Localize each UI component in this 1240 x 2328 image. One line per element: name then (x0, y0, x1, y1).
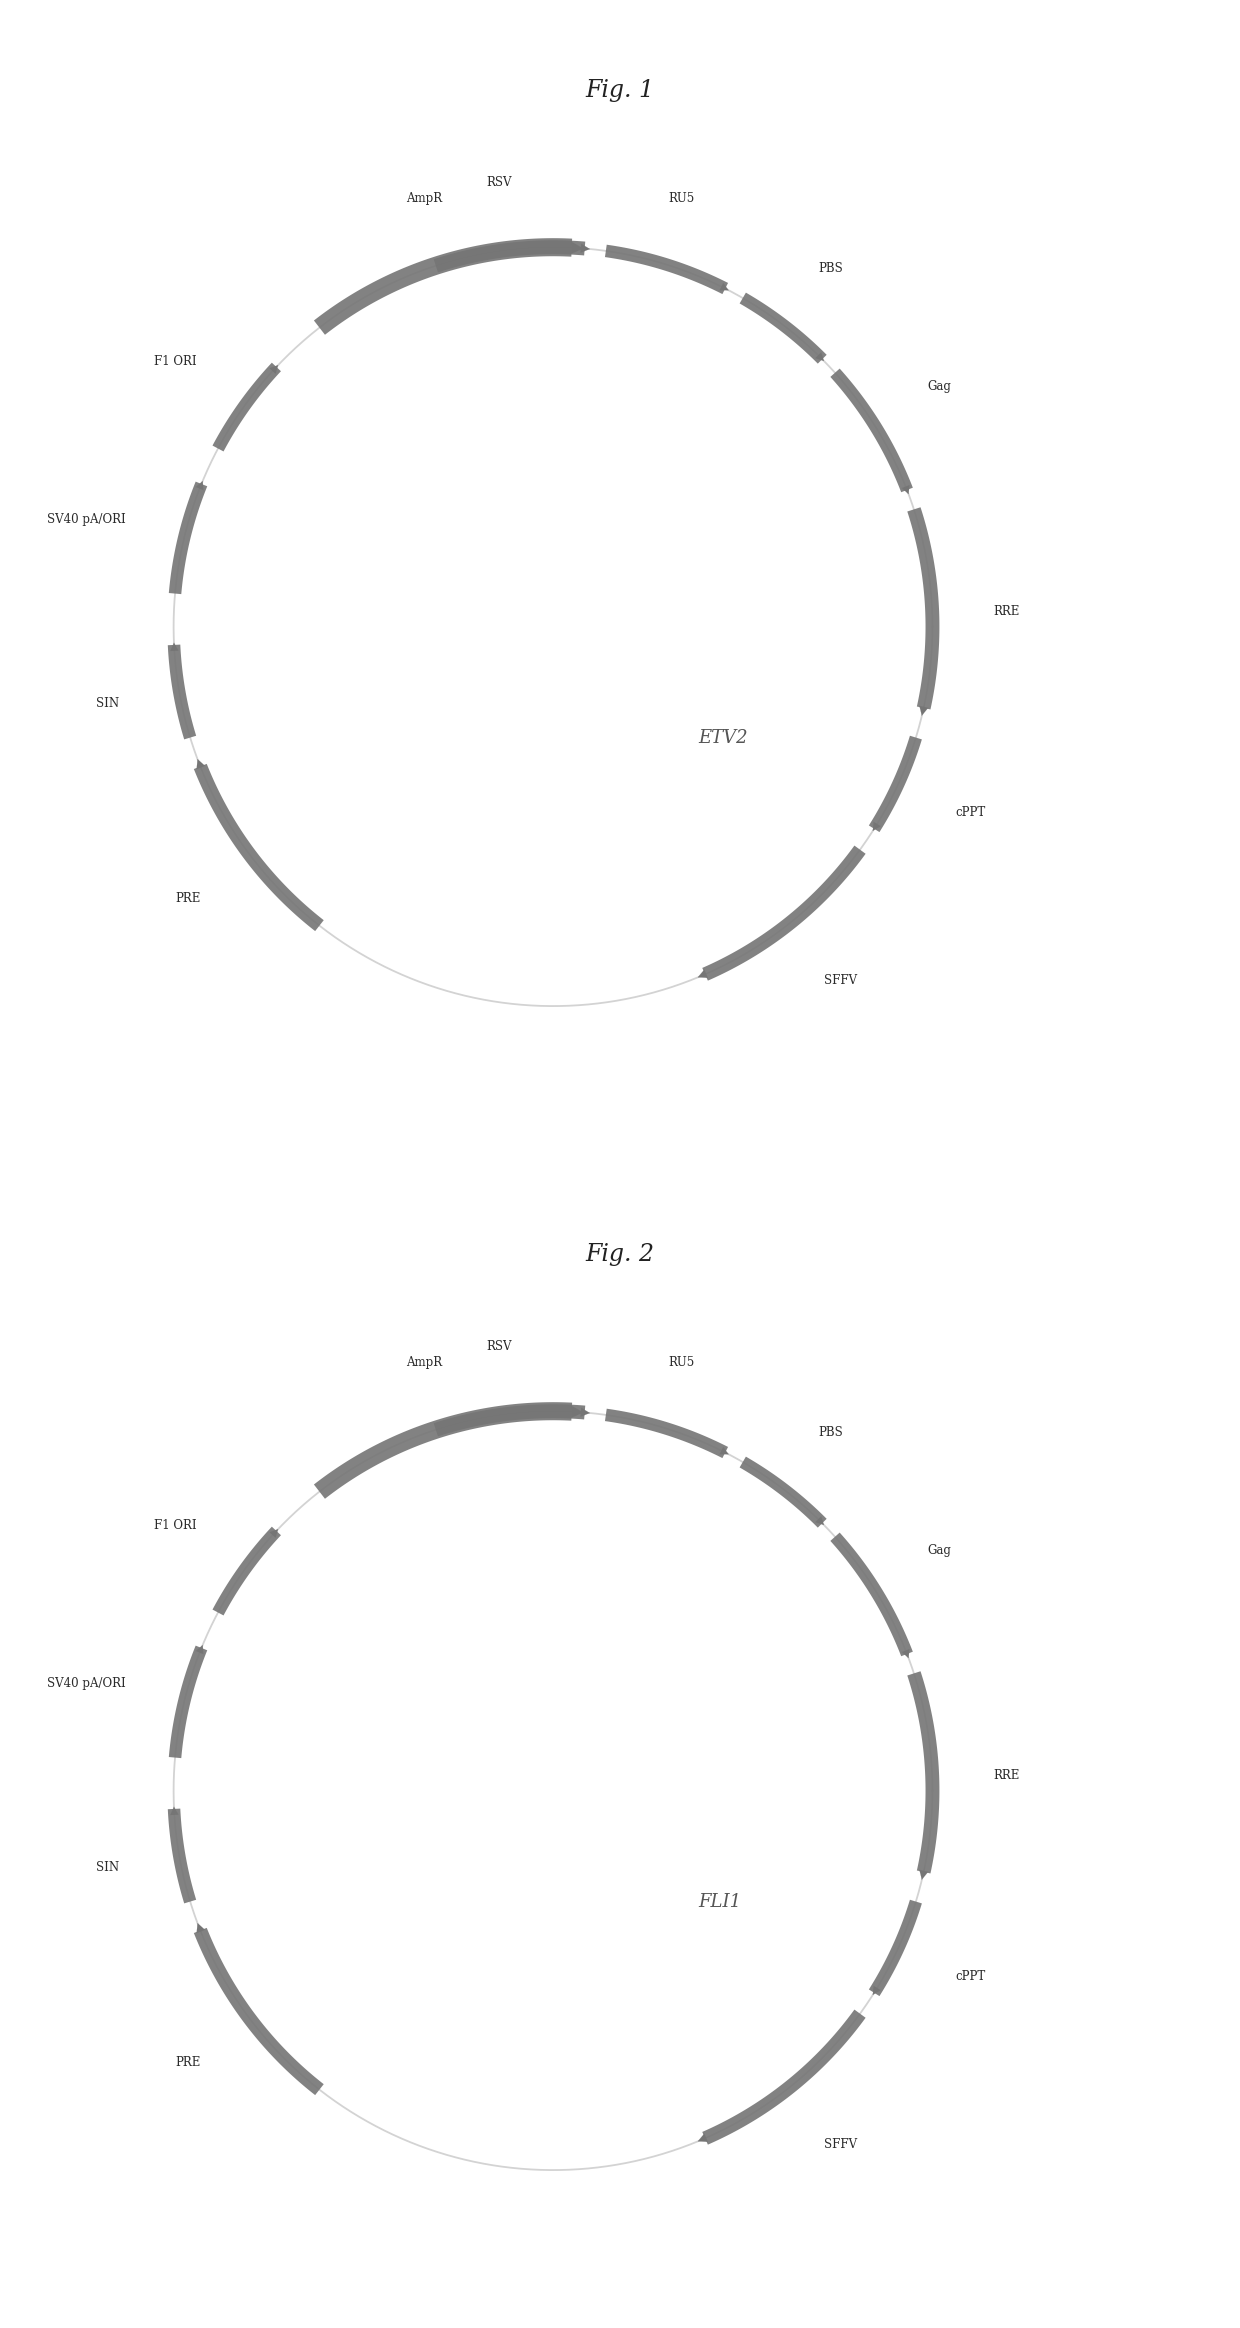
Text: SIN: SIN (95, 696, 119, 710)
Text: RU5: RU5 (668, 1357, 696, 1369)
Text: cPPT: cPPT (956, 805, 986, 819)
Text: SV40 pA/ORI: SV40 pA/ORI (47, 1678, 125, 1690)
Text: RRE: RRE (993, 605, 1021, 617)
Text: SV40 pA/ORI: SV40 pA/ORI (47, 514, 125, 526)
Text: Gag: Gag (926, 1543, 951, 1557)
Text: FLI1: FLI1 (698, 1893, 742, 1911)
Text: SFFV: SFFV (825, 2137, 858, 2151)
Text: Fig. 2: Fig. 2 (585, 1243, 655, 1266)
Text: RRE: RRE (993, 1769, 1021, 1781)
Text: RSV: RSV (486, 1341, 512, 1353)
Text: cPPT: cPPT (956, 1969, 986, 1983)
Text: PBS: PBS (818, 261, 843, 275)
Text: RSV: RSV (486, 177, 512, 189)
Text: PRE: PRE (176, 2056, 201, 2070)
Text: AmpR: AmpR (405, 1357, 443, 1369)
Text: PBS: PBS (818, 1425, 843, 1439)
Text: F1 ORI: F1 ORI (154, 1518, 196, 1532)
Text: ETV2: ETV2 (698, 729, 748, 747)
Text: SFFV: SFFV (825, 973, 858, 987)
Text: SIN: SIN (95, 1860, 119, 1874)
Text: AmpR: AmpR (405, 193, 443, 205)
Text: F1 ORI: F1 ORI (154, 354, 196, 368)
Text: PRE: PRE (176, 892, 201, 906)
Text: Gag: Gag (926, 379, 951, 393)
Text: Fig. 1: Fig. 1 (585, 79, 655, 102)
Text: RU5: RU5 (668, 193, 696, 205)
